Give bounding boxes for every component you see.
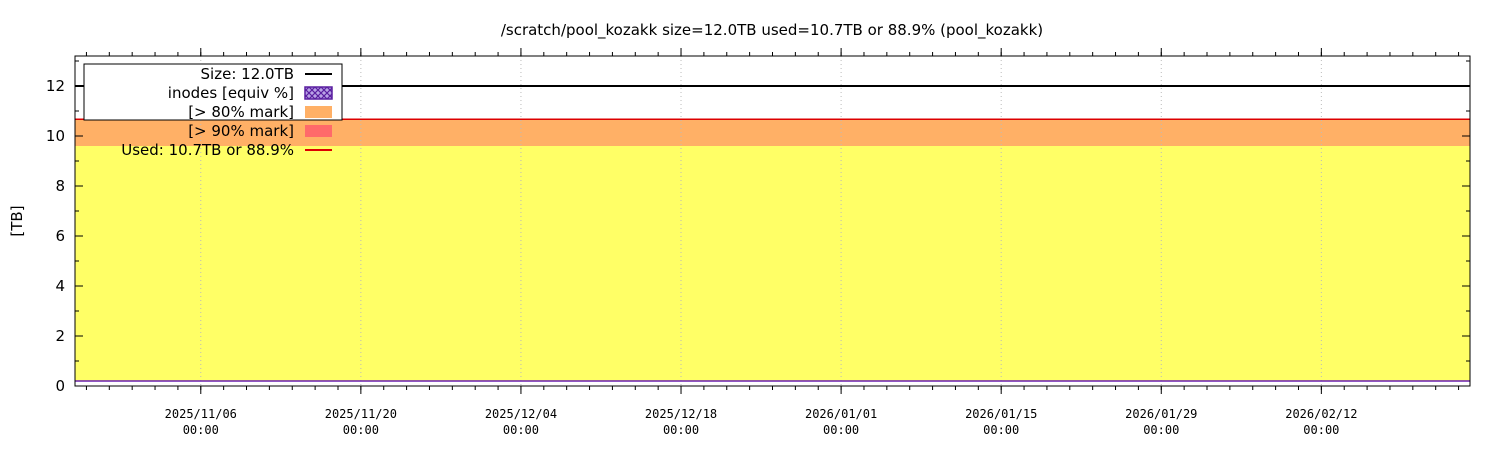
x-tick-label-date: 2026/02/12 — [1285, 407, 1357, 421]
x-tick-label-date: 2026/01/29 — [1125, 407, 1197, 421]
legend-box — [83, 63, 343, 121]
y-tick-label: 10 — [46, 127, 65, 145]
x-tick-label-time: 00:00 — [1143, 423, 1179, 437]
legend-entry-80-mark-swatch — [305, 106, 332, 118]
legend-entry-inodes-label: inodes [equiv %] — [168, 84, 294, 102]
legend-entry-size-label: Size: 12.0TB — [201, 65, 294, 83]
x-tick-label-date: 2025/12/04 — [485, 407, 557, 421]
legend-entry-used-label: Used: 10.7TB or 88.9% — [121, 141, 294, 159]
y-tick-label: 0 — [55, 377, 65, 395]
x-tick-label-time: 00:00 — [1303, 423, 1339, 437]
x-tick-label-date: 2026/01/01 — [805, 407, 877, 421]
x-tick-label-time: 00:00 — [343, 423, 379, 437]
y-tick-label: 6 — [55, 227, 65, 245]
axes: 0 2 4 6 8 10 12 2025/11/06 00:00 2025/11/20 00:00 2… — [46, 48, 1471, 437]
x-tick-label-time: 00:00 — [503, 423, 539, 437]
y-axis-label: [TB] — [8, 205, 26, 236]
legend-entry-90-mark-label: [> 90% mark] — [188, 122, 294, 140]
used-fill-area — [75, 146, 1470, 381]
x-tick-label-time: 00:00 — [663, 423, 699, 437]
chart-title: /scratch/pool_kozakk size=12.0TB used=10… — [501, 21, 1043, 40]
y-tick-label: 4 — [55, 277, 65, 295]
y-tick-label: 2 — [55, 327, 65, 345]
x-tick-label-time: 00:00 — [183, 423, 219, 437]
x-tick-label-date: 2025/12/18 — [645, 407, 717, 421]
plot-area — [75, 56, 1470, 386]
x-tick-label-date: 2025/11/20 — [325, 407, 397, 421]
x-tick-label-date: 2026/01/15 — [965, 407, 1037, 421]
y-tick-label: 8 — [55, 177, 65, 195]
legend-entry-inodes-swatch — [304, 86, 333, 100]
y-tick-label: 12 — [46, 77, 65, 95]
x-tick-label-date: 2025/11/06 — [165, 407, 237, 421]
x-tick-label-time: 00:00 — [983, 423, 1019, 437]
x-tick-label-time: 00:00 — [823, 423, 859, 437]
legend-entry-90-mark-swatch — [305, 125, 332, 137]
legend-entry-80-mark-label: [> 80% mark] — [188, 103, 294, 121]
